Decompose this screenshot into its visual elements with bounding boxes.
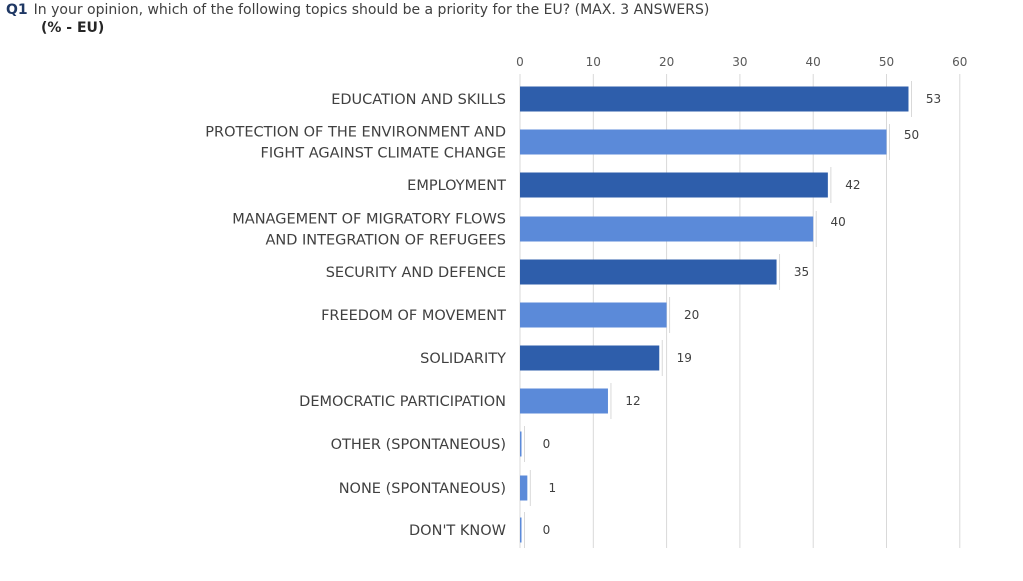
bars (520, 86, 909, 543)
category-label-line: AND INTEGRATION OF REFUGEES (265, 233, 506, 249)
value-label: 19 (677, 351, 692, 365)
x-tick-label: 10 (586, 55, 601, 69)
category-label-line: OTHER (SPONTANEOUS) (331, 437, 506, 453)
category-label-line: EMPLOYMENT (407, 178, 506, 194)
category-label-line: NONE (SPONTANEOUS) (339, 481, 506, 497)
value-label: 0 (543, 523, 551, 537)
question-header: Q1 In your opinion, which of the followin… (6, 1, 709, 19)
value-label: 35 (794, 265, 809, 279)
bar (520, 345, 660, 371)
value-label: 0 (543, 437, 551, 451)
bar (520, 86, 909, 112)
category-label: SOLIDARITY (420, 351, 506, 367)
question-number: Q1 (6, 2, 28, 18)
x-tick-label: 50 (879, 55, 894, 69)
category-label-line: FIGHT AGAINST CLIMATE CHANGE (261, 146, 506, 162)
bar (520, 517, 522, 543)
category-label-line: PROTECTION OF THE ENVIRONMENT AND (205, 125, 506, 141)
value-label: 20 (684, 308, 699, 322)
value-leader-lines (524, 81, 912, 548)
bar (520, 302, 667, 328)
value-label: 50 (904, 128, 919, 142)
category-label: MANAGEMENT OF MIGRATORY FLOWS AND INTEGRA… (232, 212, 506, 249)
question-text: In your opinion, which of the following … (33, 2, 710, 18)
category-label-line: MANAGEMENT OF MIGRATORY FLOWS (232, 212, 506, 228)
x-tick-label: 0 (516, 55, 524, 69)
category-label: EMPLOYMENT (407, 178, 506, 194)
x-tick-label: 30 (732, 55, 747, 69)
bar (520, 129, 887, 155)
bar (520, 259, 777, 285)
x-tick-label: 20 (659, 55, 674, 69)
category-label-line: SECURITY AND DEFENCE (326, 265, 506, 281)
category-label: EDUCATION AND SKILLS (331, 92, 506, 108)
value-label: 53 (926, 92, 941, 106)
category-label: DON'T KNOW (409, 523, 506, 539)
value-label: 42 (845, 178, 860, 192)
category-label-line: DEMOCRATIC PARTICIPATION (299, 394, 506, 410)
x-tick-label: 40 (806, 55, 821, 69)
category-label: DEMOCRATIC PARTICIPATION (299, 394, 506, 410)
bar (520, 172, 828, 198)
chart-subtitle: (% - EU) (41, 20, 105, 36)
category-label: NONE (SPONTANEOUS) (339, 481, 506, 497)
category-label: SECURITY AND DEFENCE (326, 265, 506, 281)
category-label: FREEDOM OF MOVEMENT (321, 308, 506, 324)
value-label: 12 (625, 394, 640, 408)
category-label: PROTECTION OF THE ENVIRONMENT AND FIGHT A… (205, 125, 506, 162)
category-label-line: EDUCATION AND SKILLS (331, 92, 506, 108)
value-labels: 53 50 42 40 35 20 19 12 0 1 0 (543, 92, 941, 537)
category-label-line: FREEDOM OF MOVEMENT (321, 308, 506, 324)
category-label-line: SOLIDARITY (420, 351, 506, 367)
x-axis-ticks: 0 10 20 30 40 50 60 (516, 55, 967, 69)
value-label: 40 (831, 215, 846, 229)
bar (520, 431, 522, 457)
category-label: OTHER (SPONTANEOUS) (331, 437, 506, 453)
value-label: 1 (549, 481, 557, 495)
category-label-line: DON'T KNOW (409, 523, 506, 539)
bar (520, 216, 814, 242)
bar (520, 388, 608, 414)
x-tick-label: 60 (952, 55, 967, 69)
category-labels: EDUCATION AND SKILLS PROTECTION OF THE EN… (205, 92, 506, 539)
bar (520, 475, 528, 501)
